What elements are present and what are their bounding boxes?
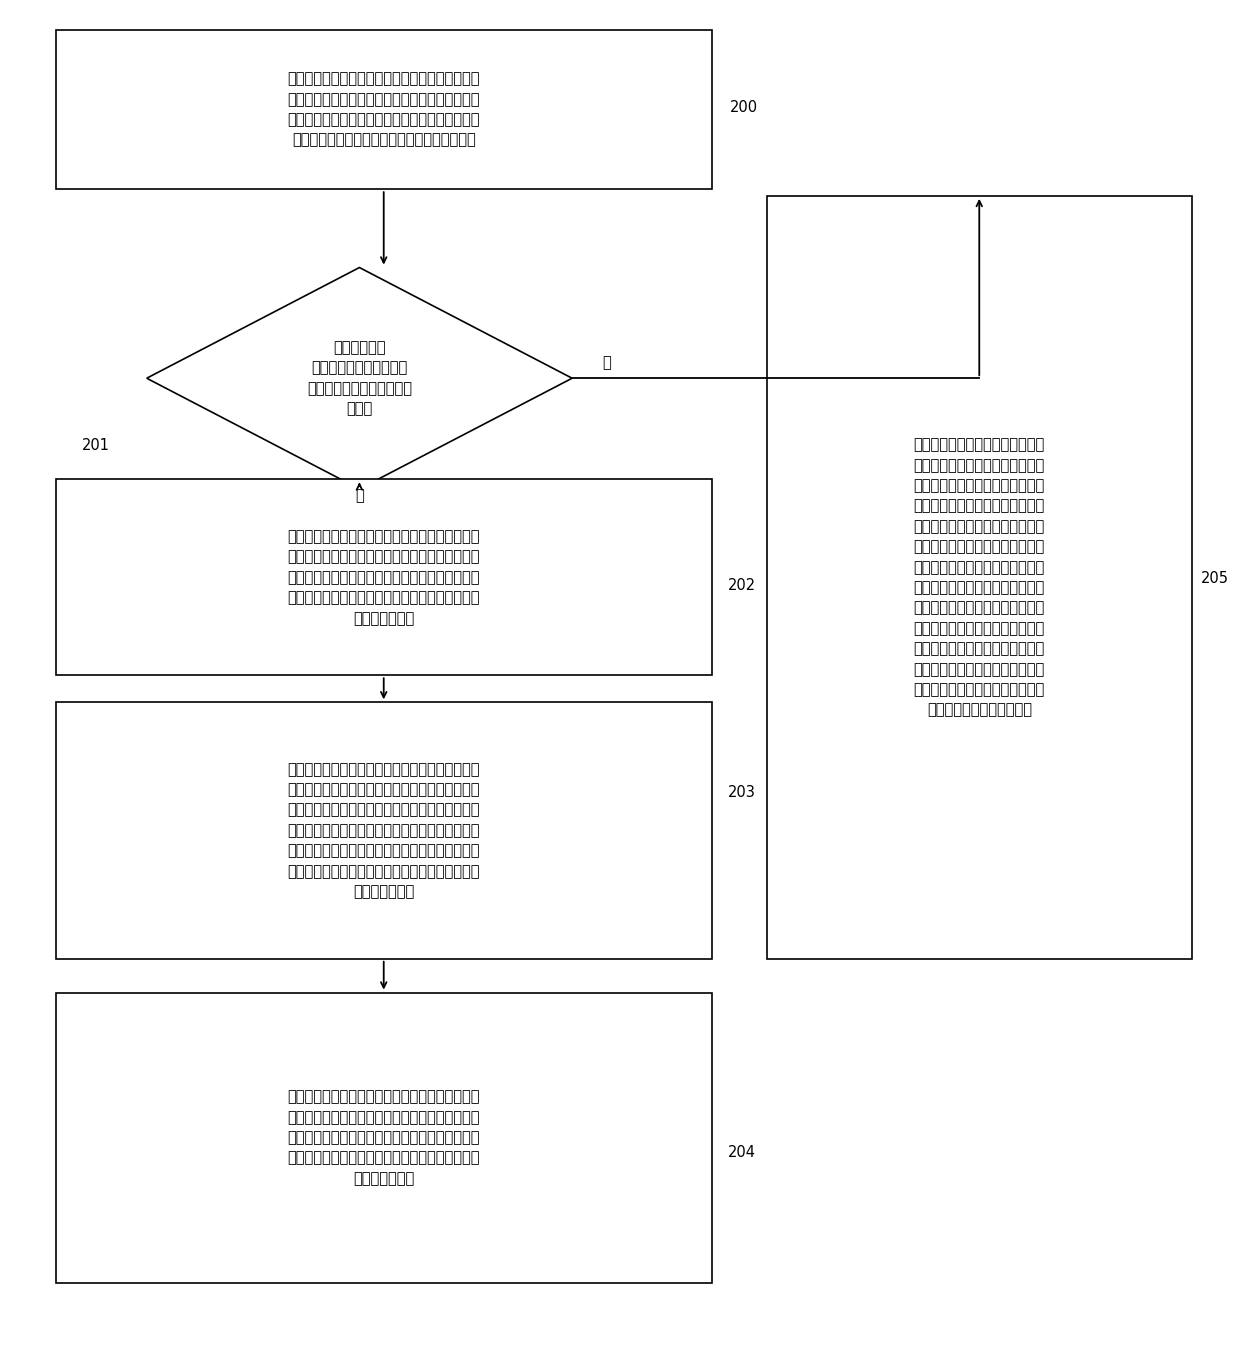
Text: 205: 205 (1200, 572, 1229, 587)
Text: 所述第一车载终端在接收所述第二车载终端返回的
与所述第一节目名称对应的、用序列号顺序标识的
节目内容数据片的过程中监测是否出现下载中断，
若是，则根据中断序列号: 所述第一车载终端在接收所述第二车载终端返回的 与所述第一节目名称对应的、用序列号… (288, 762, 480, 899)
Text: 203: 203 (728, 784, 755, 799)
Text: 200: 200 (730, 100, 758, 115)
Text: 201: 201 (82, 438, 110, 453)
FancyBboxPatch shape (56, 993, 712, 1282)
FancyBboxPatch shape (56, 702, 712, 959)
Text: 204: 204 (728, 1146, 755, 1161)
Polygon shape (146, 267, 572, 488)
Text: 第一车载终端
查询所有广播消息，判断
是否包括第一节目名称的广
播消息: 第一车载终端 查询所有广播消息，判断 是否包括第一节目名称的广 播消息 (308, 340, 412, 416)
Text: 是: 是 (355, 488, 363, 503)
Text: 否: 否 (603, 356, 611, 371)
FancyBboxPatch shape (56, 480, 712, 675)
FancyBboxPatch shape (56, 30, 712, 190)
Text: 所述第一车载终端向归属的基站发
送包括所述第一节目名称的下载请
求消息，以供所述基站根据所述第
一节目名称查询本地存储的节目列
表，判断所述节目列表是否包括所
: 所述第一车载终端向归属的基站发 送包括所述第一节目名称的下载请 求消息，以供所述… (914, 438, 1045, 717)
Text: 所述第一车载终端确定进行下载的第二车载终端，
并向所述第二车载终端发送包括所述第一节目名称
的下载请求消息，并接收所述第二车载终端返回的
与所述第一节目名称对应: 所述第一车载终端确定进行下载的第二车载终端， 并向所述第二车载终端发送包括所述第… (288, 529, 480, 626)
FancyBboxPatch shape (766, 196, 1192, 959)
Text: 第一车载终端在与其余车载终端的通信范围内接收
至少一个车载终端发送的广播消息，广播消息包括
车载终端标识、可下载节目的节目名称，以及与节
目名称对应的可下载的节: 第一车载终端在与其余车载终端的通信范围内接收 至少一个车载终端发送的广播消息，广… (288, 71, 480, 147)
Text: 202: 202 (728, 578, 756, 593)
Text: 所述第一车载终端向所述第三车载终端发送包括所
述第一节目名称和所述中断序列号的下载请求消息
，并接收所述第三车载终端返回的、与所述第一节
目名称对应的、从所述中: 所述第一车载终端向所述第三车载终端发送包括所 述第一节目名称和所述中断序列号的下… (288, 1090, 480, 1185)
